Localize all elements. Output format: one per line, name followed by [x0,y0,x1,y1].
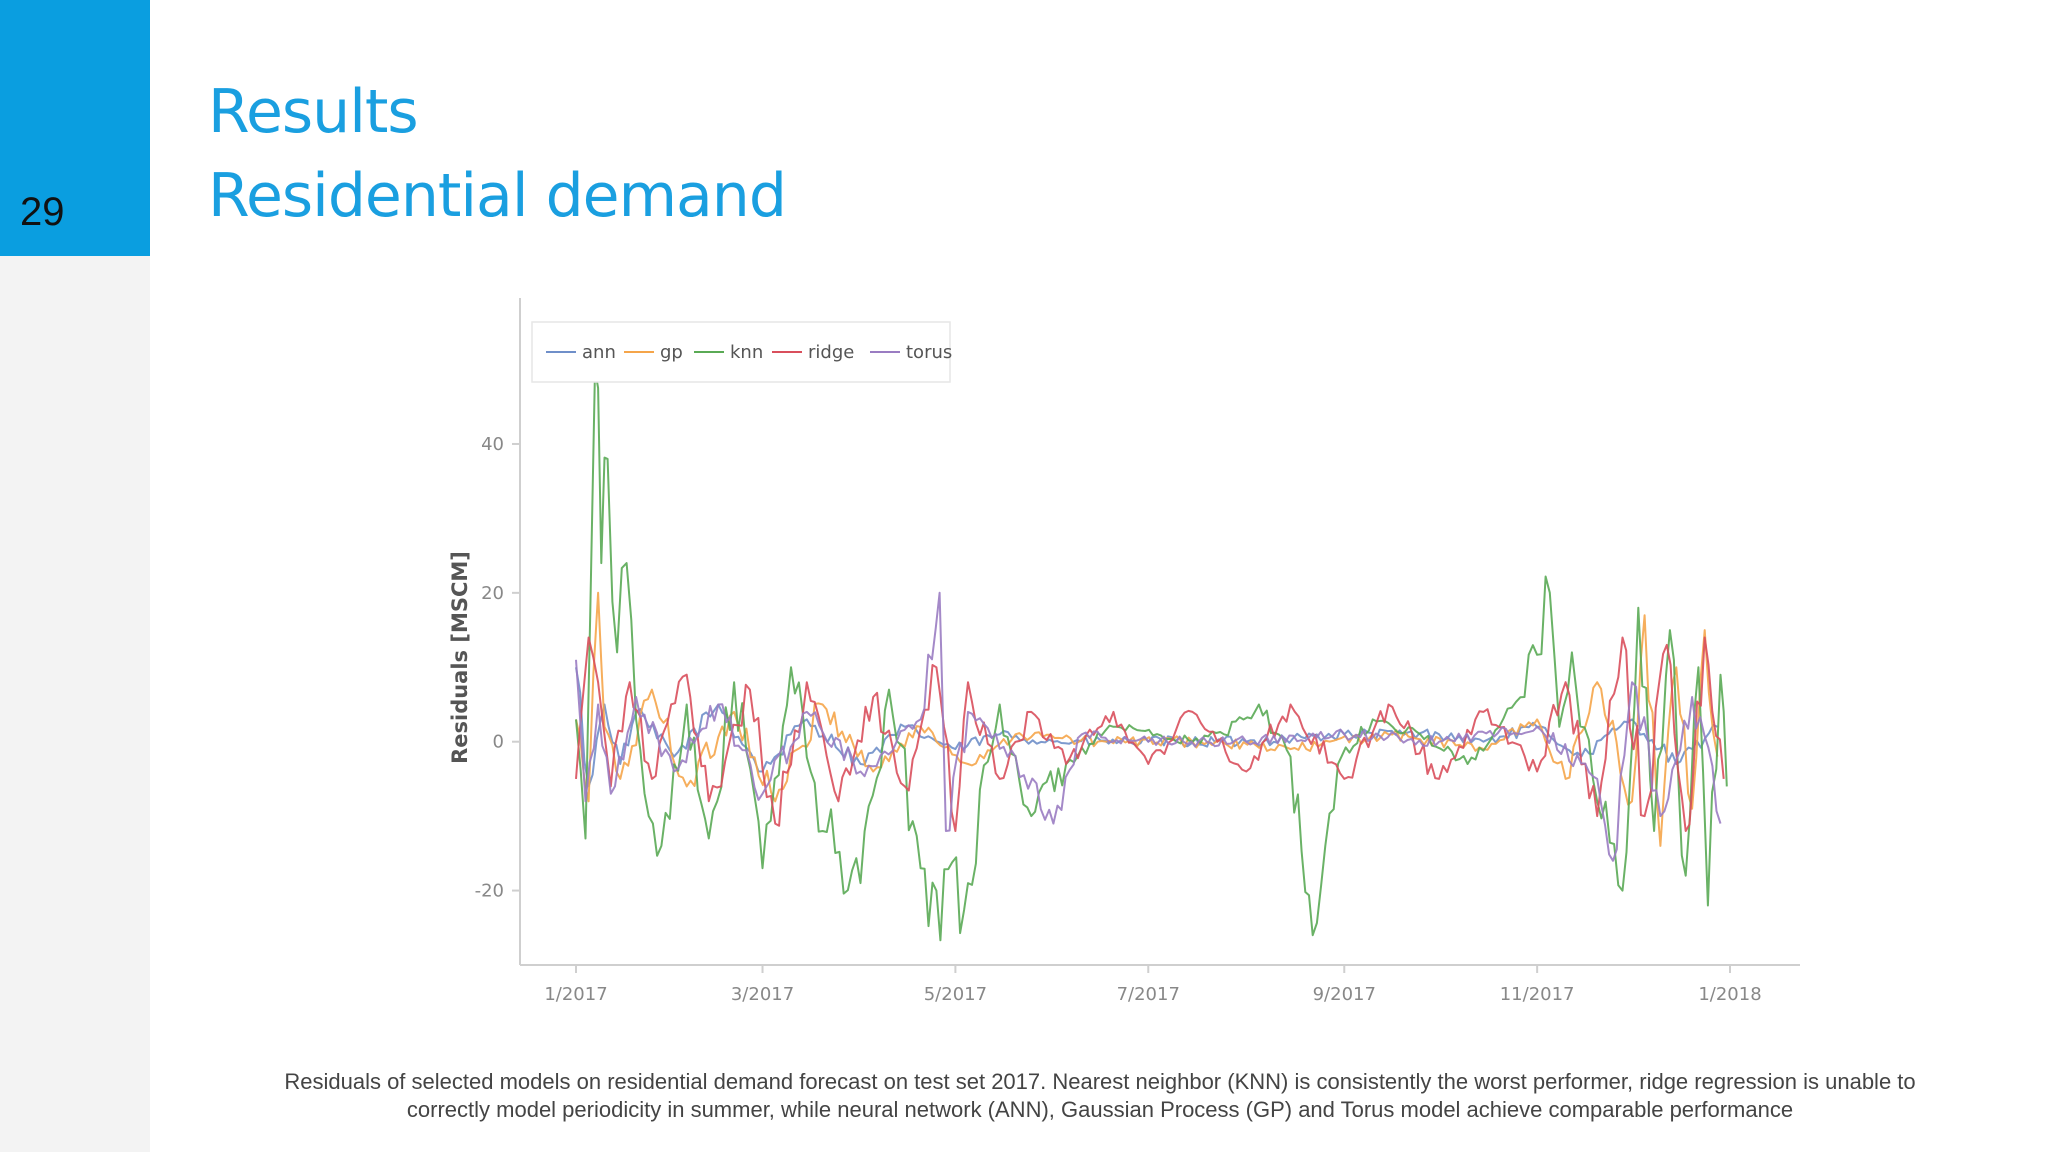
y-tick-label: 20 [481,583,504,604]
x-tick-label: 7/2017 [1117,984,1180,1005]
slide-number-block: 29 [0,0,150,256]
series-line-ridge [575,636,1725,832]
legend-label-ridge: ridge [808,342,854,363]
x-tick-label: 3/2017 [731,984,794,1005]
slide-title-line1: Results [208,77,419,147]
y-tick-label: 40 [481,434,504,455]
chart-legend: ann gp knn ridge torus [531,321,952,383]
x-tick-label: 9/2017 [1313,984,1376,1005]
figure-caption: Residuals of selected models on resident… [284,1069,1916,1122]
y-tick-label: -20 [475,881,504,902]
series-line-knn [575,368,1728,942]
series-line-gp [575,591,1719,847]
residuals-line-chart: 40 20 0 -20 1/2017 3/2017 5/2017 7/2017 9/2017 11… [448,298,1800,1005]
x-tick-label: 11/2017 [1500,984,1575,1005]
slide-number: 29 [20,190,65,234]
legend-label-torus: torus [906,342,952,363]
x-tick-label: 1/2017 [544,984,607,1005]
legend-label-ann: ann [582,342,616,363]
series-line-torus [575,591,1722,862]
x-tick-label: 5/2017 [924,984,987,1005]
legend-label-knn: knn [730,342,763,363]
legend-label-gp: gp [660,342,683,363]
x-tick-label: 1/2018 [1698,984,1761,1005]
y-tick-label: 0 [493,732,504,753]
slide-title: Results Residential demand [208,70,787,238]
y-axis-label: Residuals [MSCM] [448,551,472,764]
slide-title-line2: Residential demand [208,161,787,231]
